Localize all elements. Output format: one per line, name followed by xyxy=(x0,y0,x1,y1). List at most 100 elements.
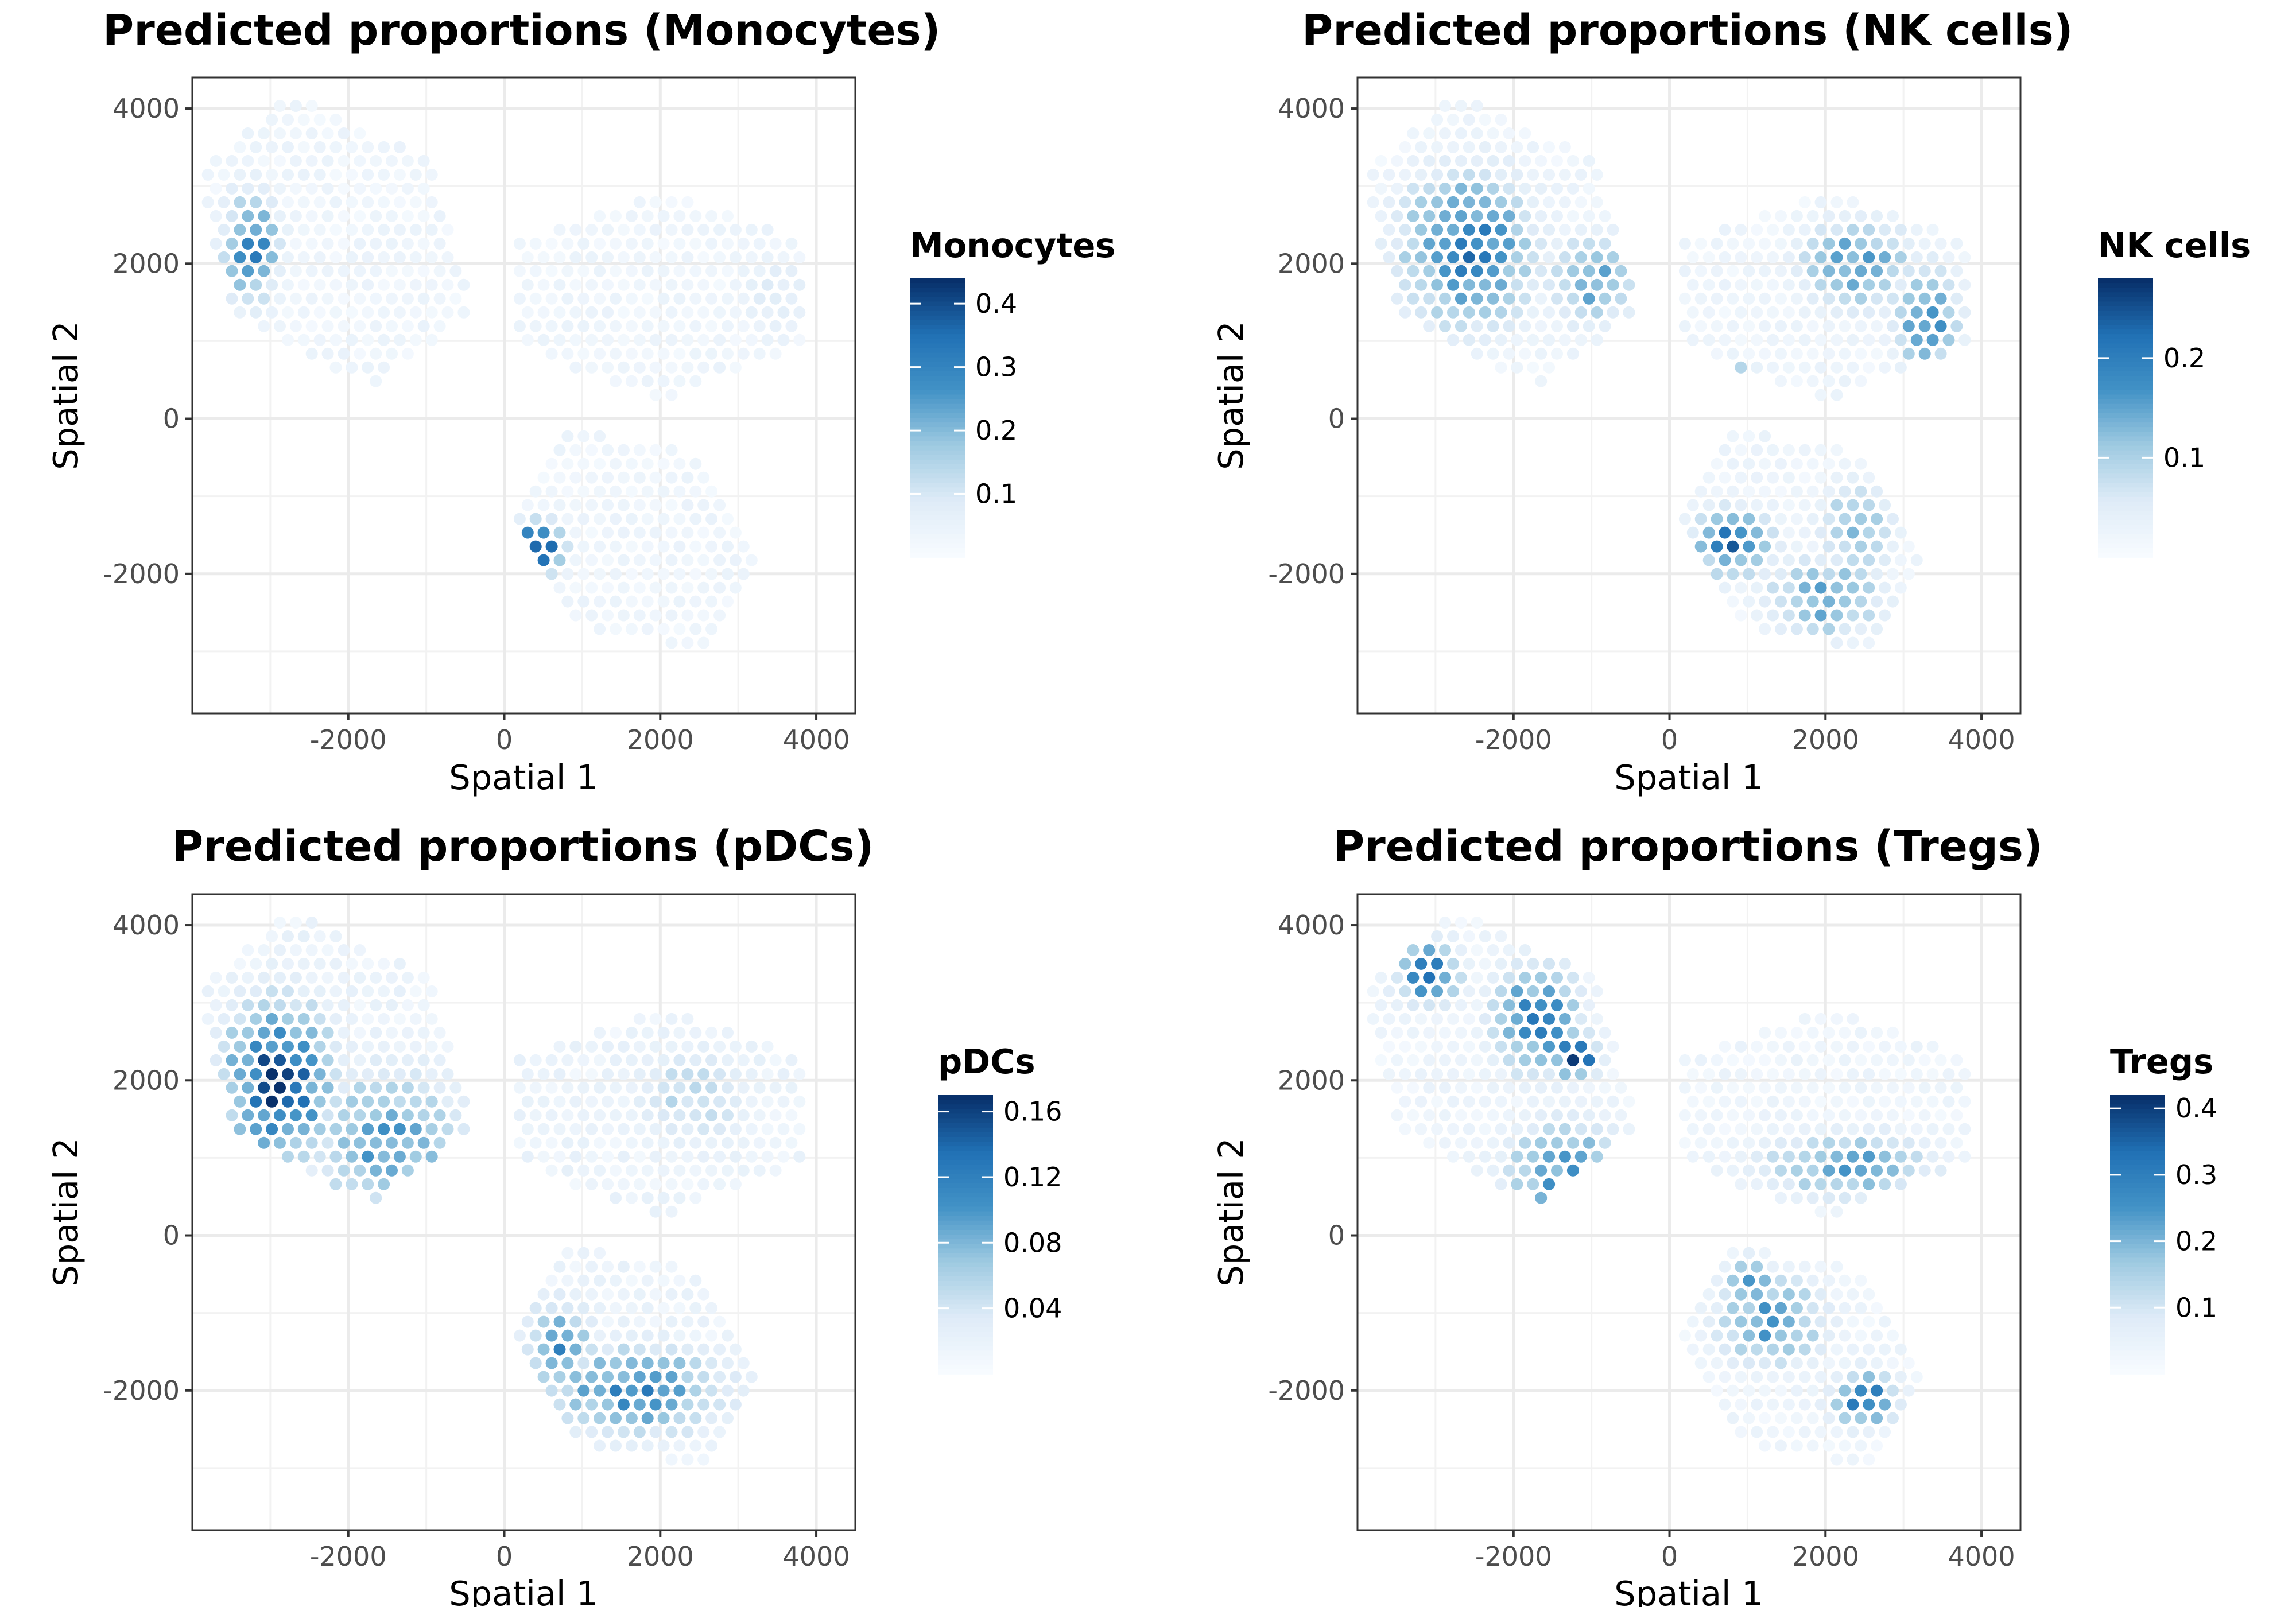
legend-gradient-step xyxy=(2098,381,2153,386)
spot xyxy=(561,1384,574,1397)
spot xyxy=(1926,1040,1939,1053)
spot xyxy=(297,251,310,263)
legend-gradient-step xyxy=(2098,283,2153,288)
spot xyxy=(1751,1371,1763,1383)
spot xyxy=(393,1068,406,1080)
spot xyxy=(1751,609,1763,622)
spot xyxy=(1535,237,1548,250)
spot xyxy=(305,971,318,984)
spot xyxy=(1775,1026,1787,1039)
spot xyxy=(1694,1054,1707,1066)
spot xyxy=(689,1357,702,1369)
spot xyxy=(553,1315,566,1328)
spot xyxy=(1455,320,1467,332)
spot xyxy=(338,127,350,139)
legend-tick-label: 0.08 xyxy=(1003,1227,1062,1258)
spot xyxy=(569,609,582,622)
spot xyxy=(513,265,526,277)
legend-gradient-step xyxy=(910,371,965,376)
spot xyxy=(321,1164,334,1177)
spot xyxy=(1839,1136,1851,1149)
spot xyxy=(577,1384,590,1397)
legend-gradient-step xyxy=(2098,469,2153,474)
spot xyxy=(657,485,670,498)
spot xyxy=(594,513,606,525)
spot xyxy=(777,1150,790,1163)
spot xyxy=(529,1081,542,1094)
spot xyxy=(1775,1081,1787,1094)
spot xyxy=(338,347,350,360)
spot xyxy=(769,1136,782,1149)
spot xyxy=(610,320,622,332)
spot xyxy=(1503,1109,1515,1121)
spot xyxy=(633,1371,646,1383)
spot xyxy=(1535,1109,1548,1121)
spot xyxy=(1830,499,1843,511)
spot xyxy=(1551,1164,1563,1177)
spot xyxy=(649,1260,662,1273)
spot xyxy=(545,485,558,498)
spot xyxy=(1503,1164,1515,1177)
spot xyxy=(354,182,366,195)
spot xyxy=(705,209,718,222)
spot xyxy=(793,306,806,319)
spot xyxy=(705,1109,718,1121)
spot xyxy=(1711,292,1723,305)
legend-gradient-step xyxy=(2110,1235,2165,1240)
spot xyxy=(1814,444,1827,456)
spot xyxy=(401,1136,414,1149)
spot xyxy=(1830,1453,1843,1466)
spot xyxy=(1934,237,1947,250)
spot xyxy=(537,251,550,263)
spot xyxy=(625,623,638,635)
spot xyxy=(1727,457,1739,470)
spot xyxy=(1887,540,1899,553)
spot xyxy=(729,1095,742,1108)
spot xyxy=(386,999,398,1011)
spot xyxy=(1519,154,1531,167)
spot xyxy=(1887,1136,1899,1149)
spot xyxy=(1751,444,1763,456)
spot xyxy=(425,278,438,291)
spot xyxy=(1455,237,1467,250)
spot xyxy=(1439,237,1451,250)
spot xyxy=(1855,1109,1867,1121)
spot xyxy=(713,526,726,539)
spot xyxy=(1822,375,1835,387)
spot xyxy=(633,1343,646,1356)
legend-gradient-step xyxy=(938,1202,993,1208)
spot xyxy=(1447,1012,1459,1025)
spot xyxy=(1790,1164,1803,1177)
legend-gradient-step xyxy=(2110,1276,2165,1282)
spot xyxy=(625,320,638,332)
spot xyxy=(386,265,398,277)
spot xyxy=(697,333,710,346)
spot xyxy=(657,1384,670,1397)
legend-gradient-step xyxy=(938,1100,993,1105)
spot xyxy=(1871,1109,1883,1121)
spot xyxy=(338,1136,350,1149)
spot xyxy=(1814,1012,1827,1025)
spot xyxy=(425,1012,438,1025)
spot xyxy=(1391,182,1403,195)
spot xyxy=(1918,320,1931,332)
spot xyxy=(1391,999,1403,1011)
spot xyxy=(1479,168,1491,181)
spot xyxy=(370,154,382,167)
spot xyxy=(1711,1109,1723,1121)
spot xyxy=(1702,333,1715,346)
spot xyxy=(1503,944,1515,956)
legend-gradient-step xyxy=(2098,413,2153,418)
spot xyxy=(1751,1123,1763,1135)
legend-gradient-step xyxy=(938,1127,993,1133)
spot xyxy=(1495,306,1507,319)
legend-gradient-step xyxy=(910,403,965,409)
spot xyxy=(1551,1109,1563,1121)
spot xyxy=(1798,526,1811,539)
spot xyxy=(577,292,590,305)
spot xyxy=(633,1315,646,1328)
spot xyxy=(657,209,670,222)
spot xyxy=(1711,1054,1723,1066)
spot xyxy=(1847,1012,1859,1025)
spot xyxy=(1479,223,1491,236)
